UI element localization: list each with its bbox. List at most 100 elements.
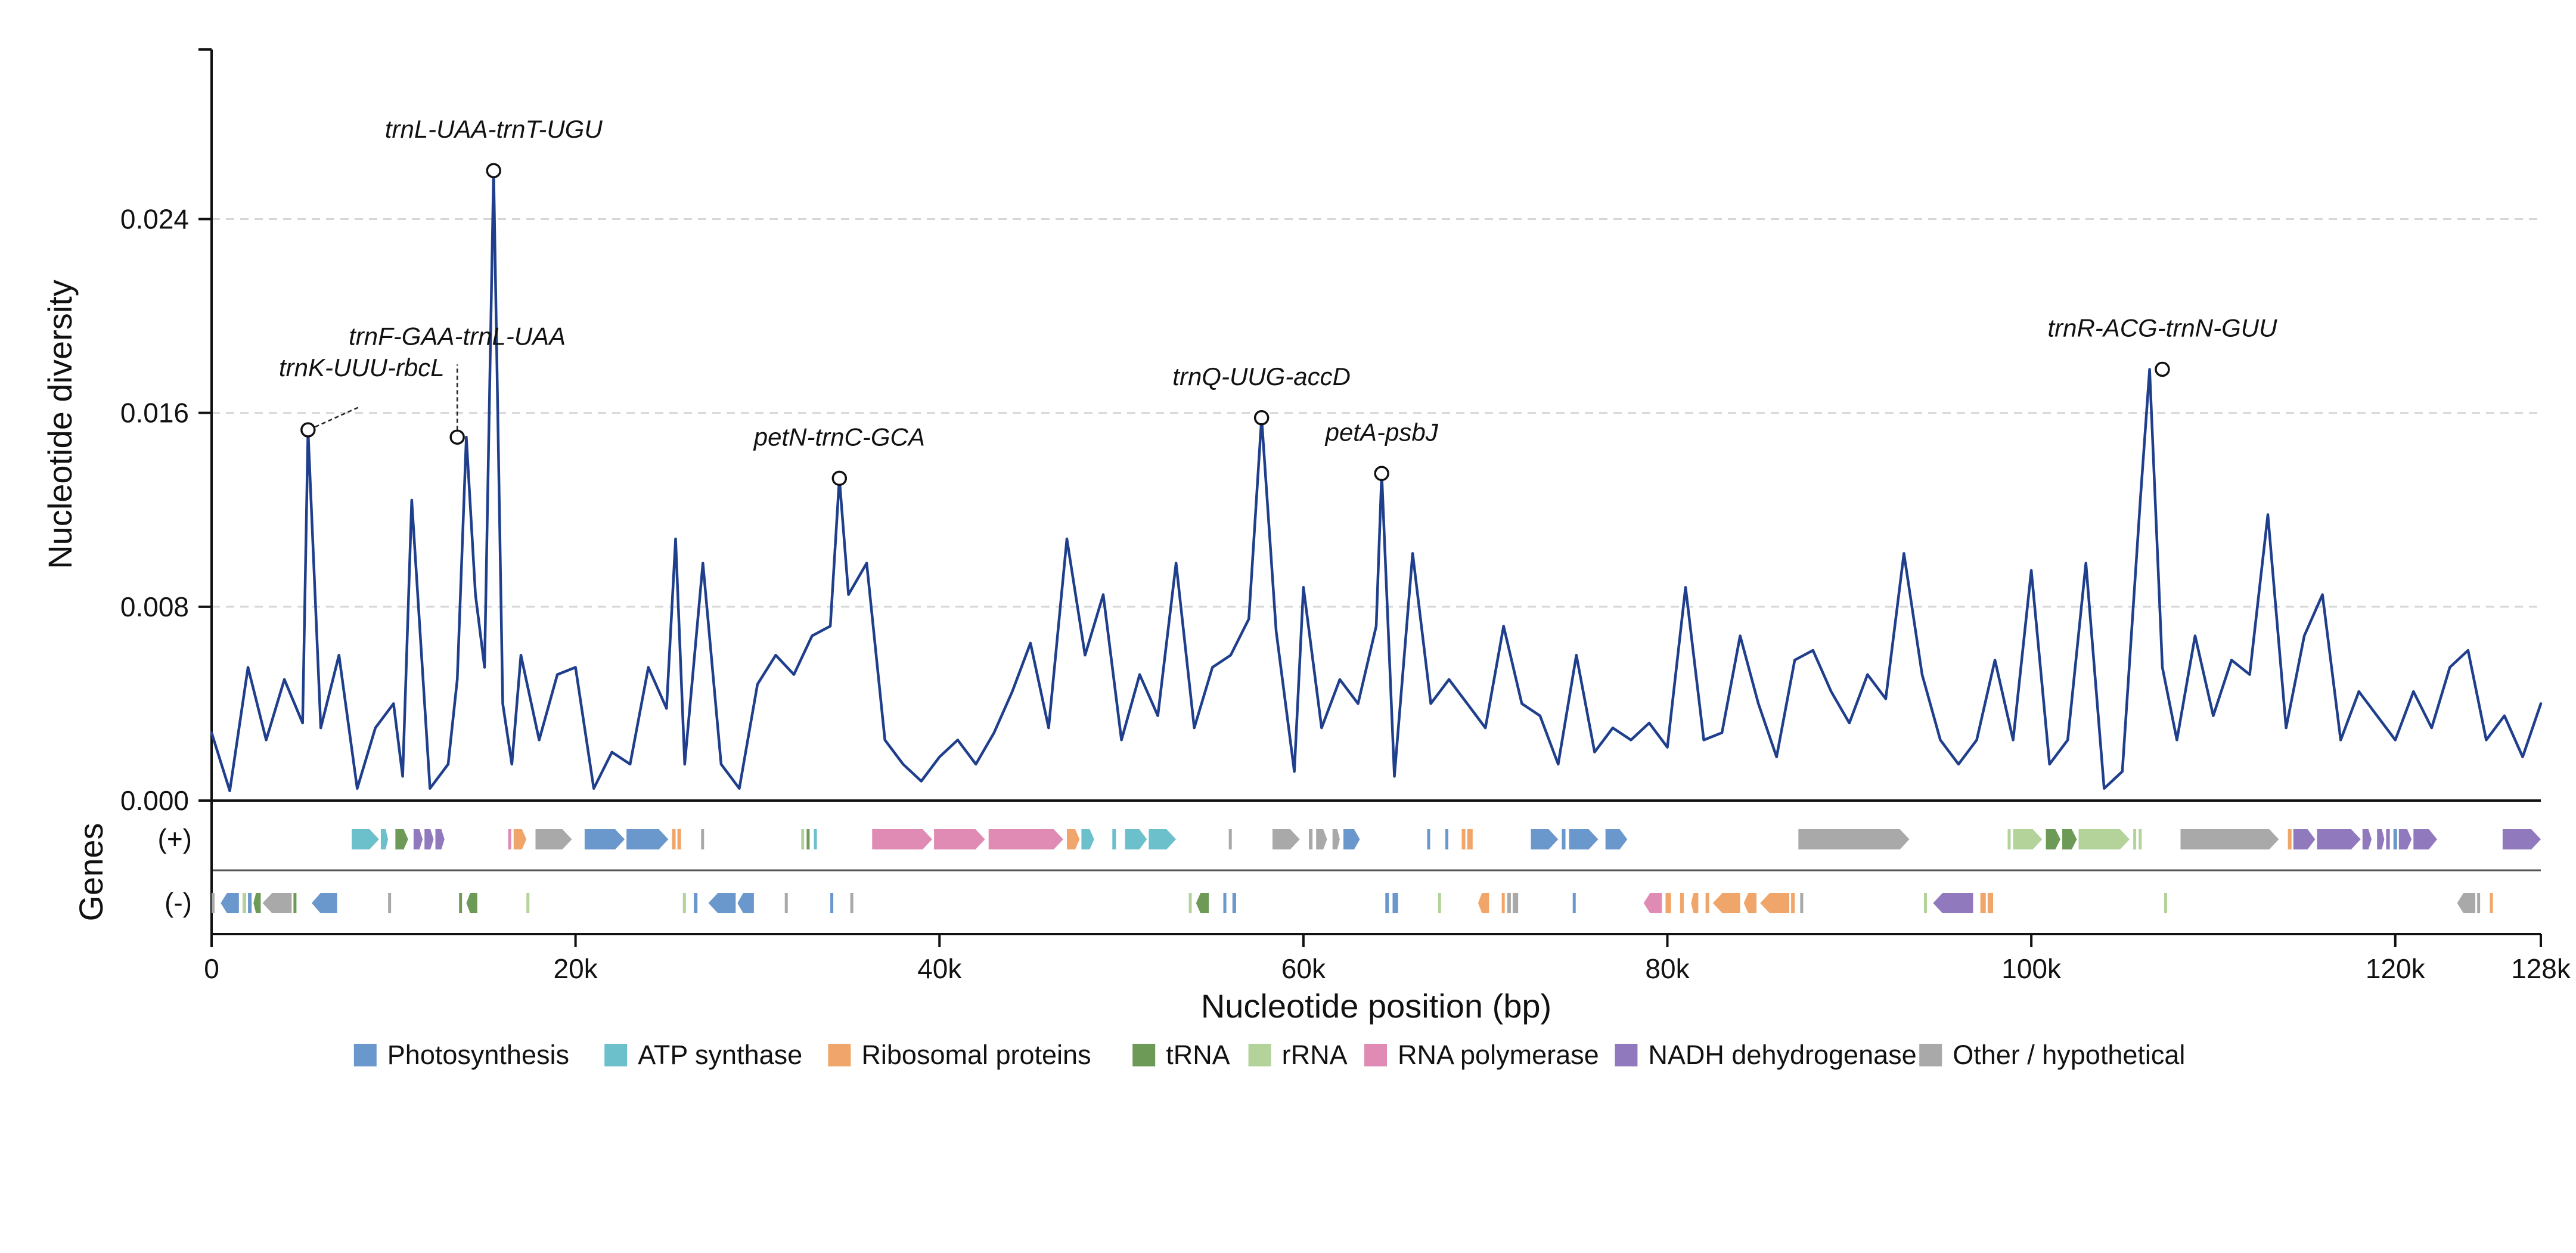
gene-plus [1149, 829, 1177, 849]
y-tick-label: 0.016 [120, 398, 189, 429]
gene-plus [2377, 829, 2385, 849]
gene-minus [1980, 893, 1986, 913]
peak-label: trnK-UUU-rbcL [279, 353, 445, 382]
gene-plus [701, 829, 704, 849]
gene-plus [988, 829, 1063, 849]
x-tick-label: 80k [1645, 953, 1690, 984]
gene-plus [2133, 829, 2137, 849]
x-tick-label: 40k [917, 953, 962, 984]
gene-plus [2293, 829, 2316, 849]
peak-marker [449, 429, 465, 445]
gene-plus [2062, 829, 2077, 849]
gene-plus [1427, 829, 1430, 849]
x-tick-label: 20k [554, 953, 598, 984]
gene-plus [2007, 829, 2011, 849]
legend: Photosynthesis ATP synthase Ribosomal prot… [353, 1040, 2185, 1070]
gene-plus [2288, 829, 2292, 849]
gene-minus [1743, 893, 1757, 913]
peak-label: trnF-GAA-trnL-UAA [349, 322, 566, 350]
legend-label: ATP synthase [638, 1040, 802, 1070]
gene-plus [2413, 829, 2437, 849]
gene-minus [242, 893, 247, 913]
y-axis-title: Nucleotide diversity [41, 280, 79, 569]
gene-plus [814, 829, 817, 849]
gene-plus [508, 829, 511, 849]
minus-strand-label: (-) [165, 887, 192, 918]
gene-plus [584, 829, 625, 849]
gene-plus [352, 829, 379, 849]
gene-plus [801, 829, 805, 849]
peak-label: petN-trnC-GCA [753, 423, 925, 451]
y-tick-label: 0.008 [120, 591, 189, 622]
legend-swatch [828, 1044, 851, 1066]
plus-strand-label: (+) [158, 823, 193, 854]
gene-minus [1392, 893, 1398, 913]
gene-plus [2180, 829, 2279, 849]
peak-label: trnR-ACG-trnN-GUU [2047, 314, 2277, 342]
gene-minus [1188, 893, 1192, 913]
gene-plus [626, 829, 669, 849]
gene-plus [1467, 829, 1473, 849]
gene-minus [1507, 893, 1511, 913]
y-tick-label: 0.024 [120, 204, 189, 235]
gene-minus [694, 893, 698, 913]
gene-plus [1798, 829, 1910, 849]
gene-minus [784, 893, 788, 913]
gene-plus [1081, 829, 1094, 849]
peak-label: trnQ-UUG-accD [1172, 362, 1351, 390]
gene-plus [424, 829, 434, 849]
gene-minus [1933, 893, 1973, 913]
gene-plus [2362, 829, 2372, 849]
gene-minus [1923, 893, 1927, 913]
gene-minus [212, 893, 215, 913]
gene-minus [708, 893, 736, 913]
gene-minus [1691, 893, 1699, 913]
legend-swatch [1919, 1044, 1942, 1066]
gene-plus [1125, 829, 1147, 849]
gene-minus [221, 893, 239, 913]
gene-plus [1343, 829, 1360, 849]
peak-marker [1374, 466, 1389, 482]
gene-minus [311, 893, 337, 913]
gene-plus [1272, 829, 1300, 849]
gene-plus [872, 829, 933, 849]
gene-plus [380, 829, 389, 849]
gene-plus [2013, 829, 2043, 849]
gene-minus [850, 893, 854, 913]
gene-plus [2386, 829, 2390, 849]
gene-plus [2317, 829, 2361, 849]
gene-minus [1501, 893, 1505, 913]
legend-swatch [353, 1044, 377, 1066]
y-tick-label: 0.000 [120, 785, 189, 816]
gene-plus [1332, 829, 1340, 849]
peak-marker [486, 163, 501, 178]
legend-label: rRNA [1282, 1040, 1348, 1070]
legend-label: Other / hypothetical [1953, 1040, 2185, 1070]
gene-plus [806, 829, 810, 849]
gene-minus [2164, 893, 2168, 913]
x-tick-label: 128k [2511, 953, 2571, 984]
x-tick-label: 120k [2366, 953, 2426, 984]
x-tick-label: 60k [1281, 953, 1326, 984]
grid-lines [212, 218, 2541, 608]
gene-minus [1572, 893, 1576, 913]
gene-plus [435, 829, 445, 849]
diversity-line [210, 169, 2543, 792]
gene-plus [1562, 829, 1566, 849]
gene-plus [2078, 829, 2130, 849]
gene-plus [672, 829, 676, 849]
legend-label: tRNA [1166, 1040, 1230, 1070]
peak-marker [300, 422, 316, 438]
legend-swatch [1132, 1044, 1156, 1066]
gene-minus [1987, 893, 1994, 913]
gene-minus [1232, 893, 1236, 913]
gene-plus [1316, 829, 1327, 849]
gene-plus [1445, 829, 1449, 849]
x-tick-label: 100k [2001, 953, 2062, 984]
gene-minus [1223, 893, 1227, 913]
gene-minus [830, 893, 834, 913]
gene-minus [1760, 893, 1790, 913]
gene-plus [1112, 829, 1116, 849]
x-axis-title: Nucleotide position (bp) [1201, 987, 1551, 1025]
